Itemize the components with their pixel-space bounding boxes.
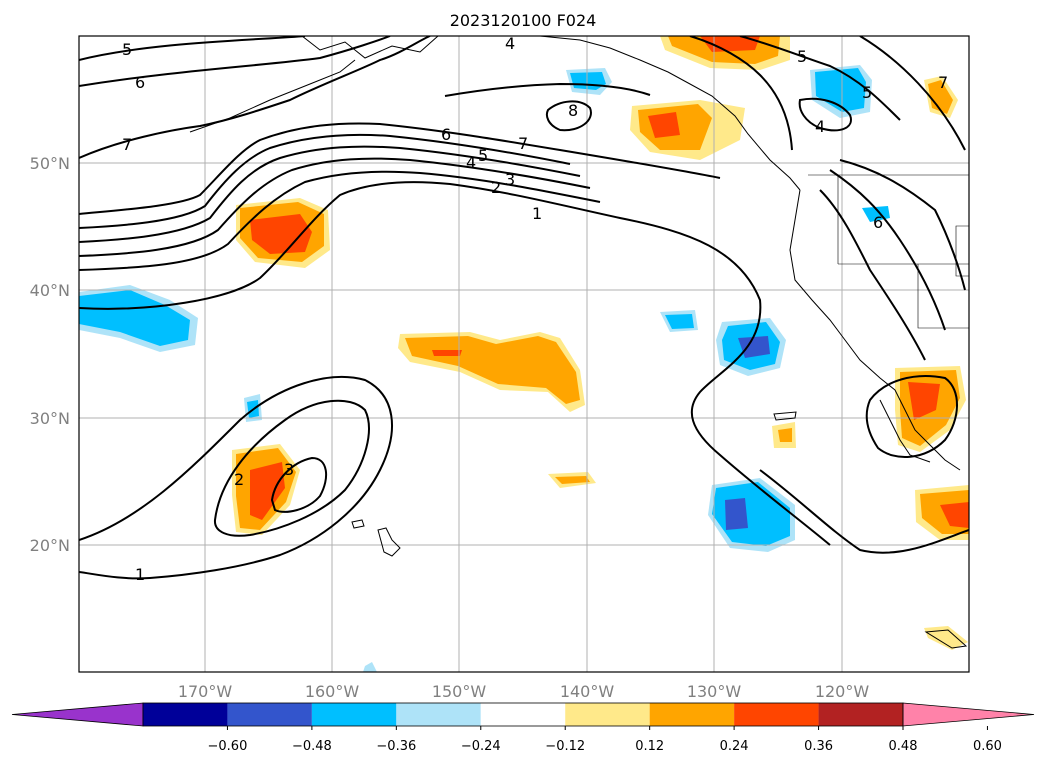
contour-label: 4 <box>505 34 515 53</box>
lat-label-50n: 50°N <box>30 154 70 173</box>
contour-label: 3 <box>284 460 294 479</box>
colorbar-tick-label: −0.12 <box>545 739 585 754</box>
colorbar-segment <box>734 703 819 726</box>
lon-label-150w: 150°W <box>432 682 487 701</box>
colorbar-tick-label: 0.60 <box>973 739 1002 754</box>
colorbar-segment <box>143 703 228 726</box>
contour-label: 2 <box>234 470 244 489</box>
colorbar-tick-label: −0.48 <box>292 739 332 754</box>
contour-label: 5 <box>122 40 132 59</box>
lat-label-20n: 20°N <box>30 536 70 555</box>
colorbar-segment <box>480 703 566 726</box>
positive-anomaly-areas <box>232 36 969 650</box>
lon-label-160w: 160°W <box>305 682 360 701</box>
coastlines <box>189 36 969 649</box>
lat-label-30n: 30°N <box>30 409 70 428</box>
contour-label: 4 <box>466 153 476 172</box>
colorbar-tick-label: −0.60 <box>208 739 248 754</box>
colorbar-segment <box>311 703 397 726</box>
colorbar-segment <box>396 703 481 726</box>
contour-label: 7 <box>518 134 528 153</box>
map-title: 2023120100 F024 <box>450 11 597 30</box>
contour-label: 5 <box>797 47 807 66</box>
contour-label: 8 <box>568 101 578 120</box>
contour-label: 1 <box>135 565 145 584</box>
contour-label: 6 <box>135 73 145 92</box>
contour-labels: 5 6 7 4 8 7 6 5 4 3 2 1 5 4 5 7 6 2 3 1 <box>122 34 948 584</box>
contour-label: 2 <box>491 178 501 197</box>
contour-label: 6 <box>441 125 451 144</box>
colorbar-segment <box>649 703 735 726</box>
colorbar-extend-high <box>902 702 1035 727</box>
lat-label-40n: 40°N <box>30 281 70 300</box>
longitude-labels: 170°W 160°W 150°W 140°W 130°W 120°W <box>178 682 870 701</box>
colorbar-tick-label: −0.36 <box>376 739 416 754</box>
contour-label: 3 <box>505 170 515 189</box>
negative-anomaly-areas <box>79 65 890 672</box>
contour-label: 7 <box>938 73 948 92</box>
colorbar: −0.60 −0.48 −0.36 −0.24 −0.12 0.12 0.24 0.36 0.4… <box>11 702 1035 754</box>
colorbar-segment <box>227 703 312 726</box>
latitude-labels: 50°N 40°N 30°N 20°N <box>30 154 70 555</box>
colorbar-tick-label: 0.36 <box>804 739 833 754</box>
contour-label: 1 <box>532 204 542 223</box>
lat-lon-gridlines <box>79 36 969 672</box>
lon-label-120w: 120°W <box>815 682 870 701</box>
colorbar-tick-label: 0.12 <box>635 739 664 754</box>
contour-label: 4 <box>815 117 825 136</box>
lon-label-170w: 170°W <box>178 682 233 701</box>
colorbar-segment <box>818 703 903 726</box>
map-frame <box>78 35 970 673</box>
colorbar-tick-label: 0.24 <box>720 739 749 754</box>
contour-label: 6 <box>873 213 883 232</box>
map-content: 5 6 7 4 8 7 6 5 4 3 2 1 5 4 5 7 6 2 3 1 <box>79 34 969 672</box>
lon-label-140w: 140°W <box>560 682 615 701</box>
contour-label: 7 <box>122 135 132 154</box>
colorbar-segment <box>565 703 650 726</box>
colorbar-tick-label: 0.48 <box>889 739 918 754</box>
colorbar-frame <box>142 702 904 727</box>
colorbar-tick-label: −0.24 <box>461 739 501 754</box>
contour-label: 5 <box>478 146 488 165</box>
contour-lines <box>79 36 969 580</box>
lon-label-130w: 130°W <box>687 682 742 701</box>
colorbar-extend-low <box>11 702 144 727</box>
contour-label: 5 <box>862 83 872 102</box>
